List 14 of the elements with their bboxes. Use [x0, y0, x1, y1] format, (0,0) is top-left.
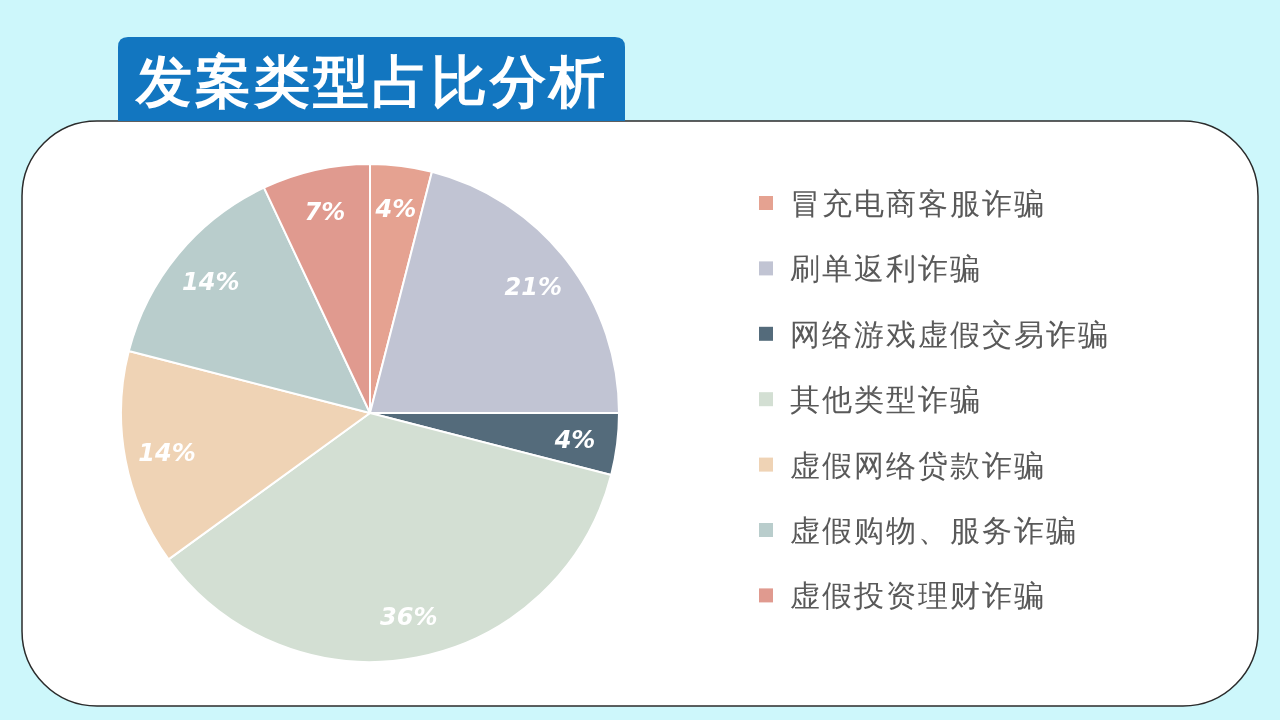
- data-label: 14%: [182, 268, 240, 297]
- data-label: 21%: [504, 273, 563, 302]
- data-label: 4%: [553, 425, 596, 454]
- legend-label: 虚假网络贷款诈骗: [790, 447, 1046, 483]
- data-label: 14%: [138, 438, 196, 467]
- legend-label: 虚假购物、服务诈骗: [790, 513, 1078, 548]
- chart-title: 发案类型占比分析: [133, 48, 608, 114]
- legend-label: 冒充电商客服诈骗: [790, 186, 1046, 221]
- data-label: 7%: [304, 198, 346, 227]
- legend-label: 网络游戏虚假交易诈骗: [790, 316, 1110, 352]
- data-label: 4%: [374, 194, 417, 223]
- legend-label: 虚假投资理财诈骗: [790, 578, 1046, 614]
- legend-label: 刷单返利诈骗: [790, 251, 982, 287]
- legend-label: 其他类型诈骗: [790, 382, 982, 418]
